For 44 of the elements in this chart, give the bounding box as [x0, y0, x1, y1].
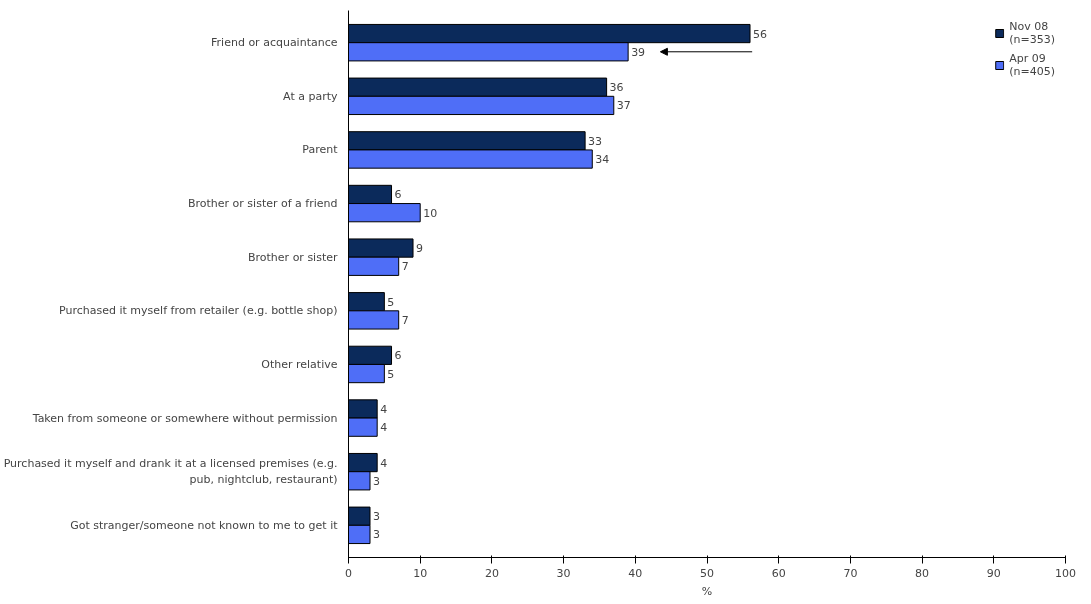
data-label: 39 [631, 45, 646, 59]
x-tick-label: 0 [345, 566, 352, 580]
y-tick-label: At a party [283, 89, 338, 103]
y-tick-label: Brother or sister of a friend [188, 197, 338, 211]
y-tick-label: Taken from someone or somewhere without permission [31, 411, 338, 425]
y-tick-label: Other relative [261, 357, 338, 371]
x-tick-label: 100 [1055, 566, 1076, 580]
x-tick-label: 90 [986, 566, 1001, 580]
data-label: 37 [616, 99, 631, 113]
data-label: 3 [373, 510, 381, 524]
legend-label: Nov 08 (n=353) [1009, 20, 1055, 46]
data-label: 6 [394, 188, 402, 202]
data-label: 6 [394, 349, 402, 363]
data-label: 34 [595, 153, 610, 167]
legend-label: Apr 09 (n=405) [1009, 52, 1055, 78]
x-tick-label: 40 [628, 566, 643, 580]
data-label: 10 [423, 206, 438, 220]
data-label: 36 [609, 81, 624, 95]
y-tick-label: Friend or acquaintance [211, 36, 338, 50]
data-label: 4 [380, 402, 388, 416]
data-label: 33 [588, 134, 603, 148]
data-label: 5 [387, 367, 395, 381]
y-tick-label: Parent [302, 143, 339, 157]
x-tick-label: 30 [556, 566, 571, 580]
x-tick-label: 50 [700, 566, 714, 580]
data-label: 9 [416, 242, 424, 256]
x-axis-title: % [701, 584, 713, 598]
data-label: 4 [380, 456, 388, 470]
x-tick-label: 80 [915, 566, 930, 580]
x-tick-label: 10 [413, 566, 428, 580]
data-label: 4 [380, 421, 388, 435]
data-label: 7 [401, 260, 409, 274]
y-tick-label: Got stranger/someone not known to me to get it [70, 518, 339, 532]
data-label: 5 [387, 295, 395, 309]
data-label: 7 [401, 313, 409, 327]
y-tick-label: Brother or sister [248, 250, 338, 264]
data-label: 3 [373, 474, 381, 488]
x-tick-label: 20 [484, 566, 499, 580]
y-tick-label: Purchased it myself from retailer (e.g. bottle shop) [59, 304, 338, 318]
y-tick-label: Purchased it myself and drank it at a licensed premises (e.g. pub, nightclub, restaurant) [3, 457, 338, 486]
data-label: 56 [753, 27, 768, 41]
x-tick-label: 60 [771, 566, 786, 580]
data-label: 3 [373, 528, 381, 542]
x-tick-label: 70 [843, 566, 858, 580]
